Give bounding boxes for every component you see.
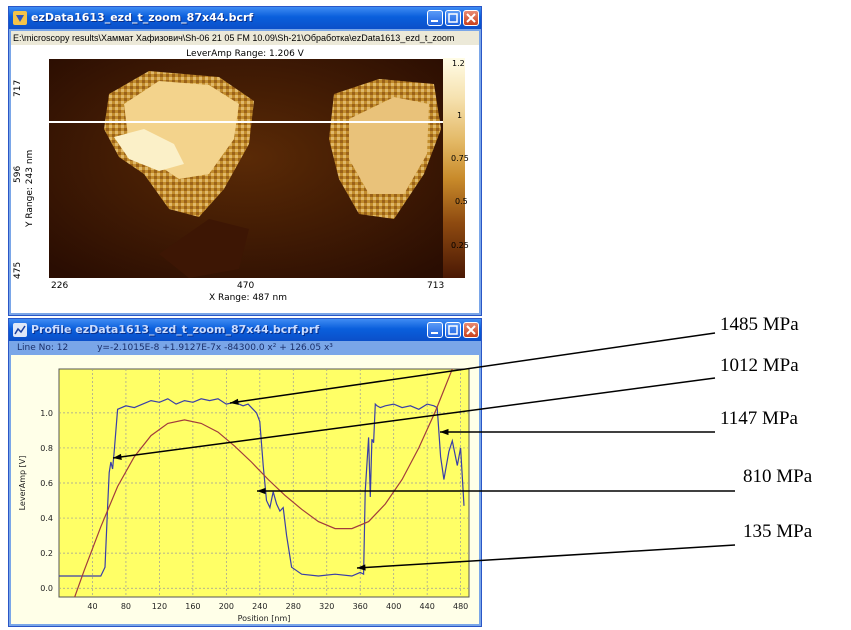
file-path-bar: E:\microscopy results\Хаммат Хафизович\S…	[11, 31, 479, 45]
colorbar	[443, 58, 465, 278]
profile-chart[interactable]: 40 80 120 160 200 240 280 320 360 400 440 480 0.0 0.2…	[11, 341, 481, 626]
y-tick-label: 0.4	[40, 514, 53, 523]
profile-window-titlebar[interactable]: Profile ezData1613_ezd_t_zoom_87x44.bcrf…	[9, 319, 481, 341]
callout-label: 1012 MPa	[720, 355, 799, 376]
profile-app-icon	[13, 323, 27, 337]
colorbar-tick: 1	[457, 111, 463, 120]
x-axis-label: X Range: 487 nm	[209, 293, 287, 303]
y-tick-label: 1.0	[40, 409, 53, 418]
line-number: Line No: 12	[17, 343, 69, 353]
app-icon	[13, 11, 27, 25]
x-tick-label: 480	[453, 602, 468, 611]
callout-label: 1485 MPa	[720, 314, 799, 335]
close-button[interactable]	[463, 10, 479, 26]
y-tick-label: 717	[13, 79, 23, 97]
x-tick-label: 160	[185, 602, 200, 611]
x-tick-label: 240	[252, 602, 267, 611]
y-tick-label: 0.6	[40, 479, 53, 488]
minimize-button[interactable]	[427, 10, 443, 26]
profile-window: Profile ezData1613_ezd_t_zoom_87x44.bcrf…	[8, 318, 482, 627]
x-tick-label: 200	[219, 602, 234, 611]
callout-label: 1147 MPa	[720, 408, 798, 429]
profile-panel: Line No: 12 y=-2.1015E-8 +1.9127E-7x -84…	[11, 341, 479, 624]
colorbar-tick: 0.25	[451, 241, 469, 250]
afm-height-map[interactable]	[49, 59, 443, 278]
y-tick-label: 0.0	[40, 584, 53, 593]
y-tick-label: 0.8	[40, 444, 53, 453]
x-tick-label: 440	[420, 602, 435, 611]
y-tick-label: 596	[13, 165, 23, 183]
maximize-button[interactable]	[445, 10, 461, 26]
y-tick-label: 475	[13, 261, 23, 279]
close-button[interactable]	[463, 322, 479, 338]
x-tick-label: 360	[353, 602, 368, 611]
afm-window-title: ezData1613_ezd_t_zoom_87x44.bcrf	[31, 11, 254, 24]
x-tick-label: 713	[427, 281, 445, 291]
y-axis-label: LeverAmp [V]	[18, 456, 27, 511]
x-axis-label: Position [nm]	[238, 614, 291, 623]
y-axis-label: Y Range: 243 nm	[25, 149, 35, 227]
x-tick-label: 280	[286, 602, 301, 611]
y-tick-label: 0.2	[40, 549, 53, 558]
leveramp-range-caption: LeverAmp Range: 1.206 V	[186, 49, 304, 59]
maximize-button[interactable]	[445, 322, 461, 338]
x-tick-label: 80	[121, 602, 131, 611]
colorbar-tick: 0.75	[451, 154, 469, 163]
x-tick-label: 120	[152, 602, 167, 611]
colorbar-tick: 1.2	[452, 59, 465, 68]
afm-window-titlebar[interactable]: ezData1613_ezd_t_zoom_87x44.bcrf	[9, 7, 481, 29]
x-tick-label: 226	[51, 281, 69, 291]
minimize-button[interactable]	[427, 322, 443, 338]
x-tick-label: 320	[319, 602, 334, 611]
callout-label: 135 MPa	[743, 521, 813, 542]
colorbar-tick: 0.5	[455, 197, 468, 206]
x-tick-label: 40	[87, 602, 97, 611]
afm-image-panel: LeverAmp Range: 1.206 V 1.2 1 0.75 0.5	[11, 45, 479, 313]
x-tick-label: 470	[237, 281, 255, 291]
x-tick-label: 400	[386, 602, 401, 611]
afm-image-window: ezData1613_ezd_t_zoom_87x44.bcrf E:\micr…	[8, 6, 482, 316]
profile-window-title: Profile ezData1613_ezd_t_zoom_87x44.bcrf…	[31, 323, 320, 336]
fit-equation: y=-2.1015E-8 +1.9127E-7x -84300.0 x² + 1…	[97, 343, 333, 353]
callout-label: 810 MPa	[743, 466, 813, 487]
